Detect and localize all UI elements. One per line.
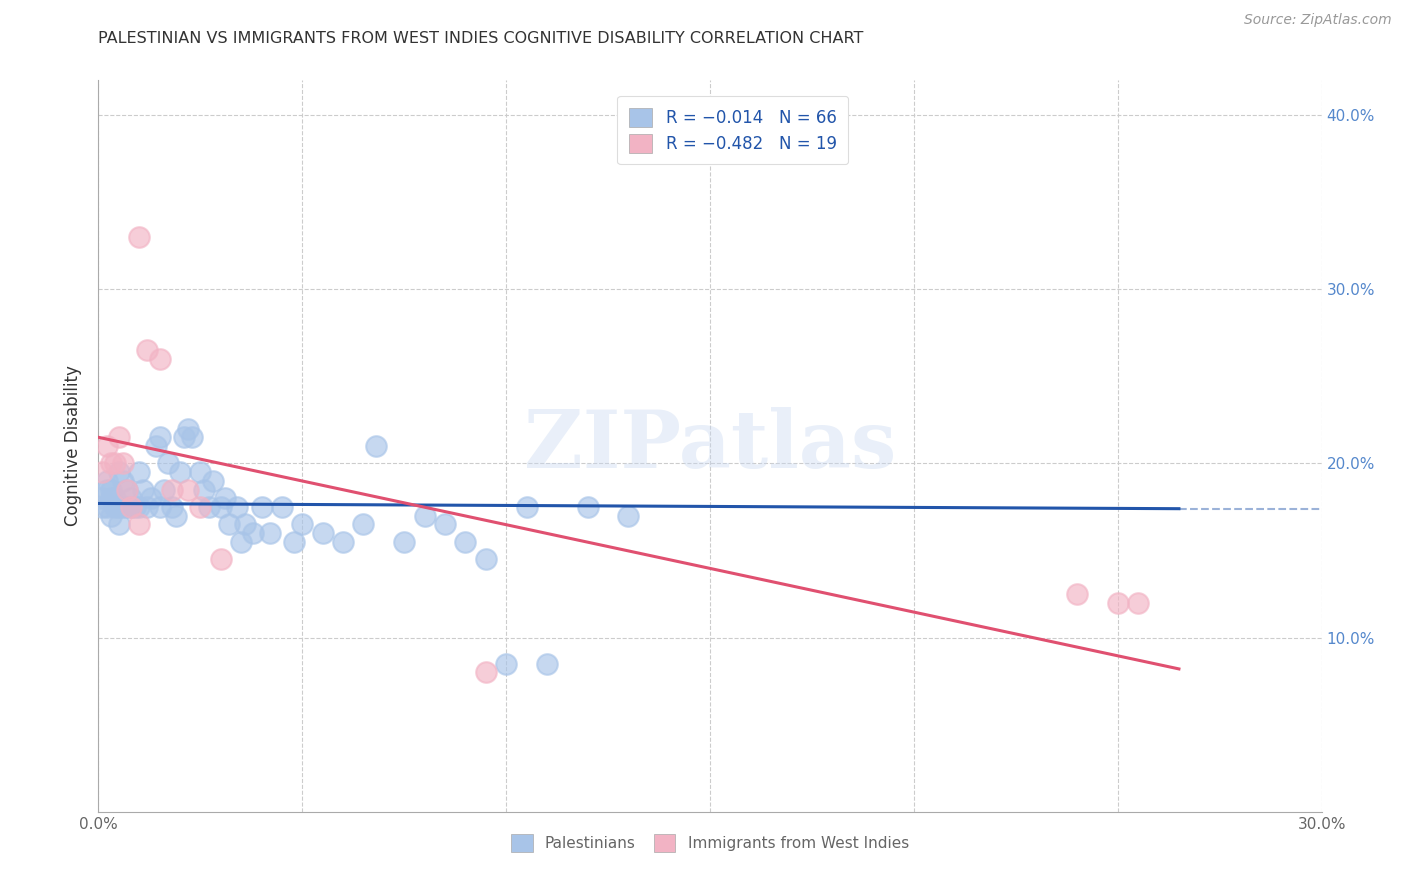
Point [152,483,174,497]
Point [165,508,187,523]
Point [516,500,538,514]
Point [128,230,150,244]
Point [231,534,253,549]
Point [96,483,118,497]
Point [108,465,131,479]
Point [209,500,232,514]
Point [364,439,387,453]
Point [332,534,354,549]
Point [160,500,183,514]
Text: ZIPatlas: ZIPatlas [524,407,896,485]
Point [188,465,212,479]
Point [177,421,200,435]
Point [169,465,191,479]
Point [177,483,200,497]
Point [312,526,335,541]
Point [259,526,281,541]
Point [181,430,204,444]
Point [100,483,122,497]
Point [91,465,114,479]
Point [104,457,127,471]
Point [136,343,159,358]
Point [226,500,249,514]
Point [111,500,134,514]
Point [197,500,219,514]
Point [1128,596,1150,610]
Point [250,500,273,514]
Point [218,517,240,532]
Point [141,491,163,506]
Point [149,500,172,514]
Point [96,474,118,488]
Point [104,491,127,506]
Point [214,491,236,506]
Point [100,491,122,506]
Point [434,517,457,532]
Point [233,517,256,532]
Point [173,430,195,444]
Point [91,500,114,514]
Point [1066,587,1088,601]
Point [111,474,134,488]
Point [536,657,558,671]
Point [149,430,172,444]
Point [291,517,314,532]
Point [111,457,134,471]
Point [242,526,264,541]
Point [120,500,142,514]
Point [149,351,172,366]
Point [104,500,127,514]
Point [100,508,122,523]
Point [209,552,232,566]
Point [145,439,167,453]
Text: Source: ZipAtlas.com: Source: ZipAtlas.com [1244,13,1392,28]
Point [124,500,146,514]
Point [474,552,498,566]
Point [115,483,138,497]
Point [1107,596,1129,610]
Point [96,500,118,514]
Point [193,483,215,497]
Point [495,657,517,671]
Point [108,430,131,444]
Point [108,517,131,532]
Point [120,500,142,514]
Point [474,665,498,680]
Point [128,517,150,532]
Point [128,465,150,479]
Point [392,534,416,549]
Point [96,439,118,453]
Point [188,500,212,514]
Y-axis label: Cognitive Disability: Cognitive Disability [65,366,83,526]
Point [617,508,640,523]
Point [115,500,138,514]
Legend: Palestinians, Immigrants from West Indies: Palestinians, Immigrants from West Indie… [501,823,920,863]
Point [201,474,224,488]
Point [115,483,138,497]
Point [132,483,155,497]
Point [100,457,122,471]
Point [270,500,294,514]
Point [156,457,179,471]
Point [576,500,599,514]
Point [128,500,150,514]
Point [283,534,305,549]
Point [454,534,477,549]
Point [91,491,114,506]
Text: PALESTINIAN VS IMMIGRANTS FROM WEST INDIES COGNITIVE DISABILITY CORRELATION CHAR: PALESTINIAN VS IMMIGRANTS FROM WEST INDI… [98,31,863,46]
Point [108,500,131,514]
Point [136,500,159,514]
Point [160,483,183,497]
Point [120,491,142,506]
Point [352,517,374,532]
Point [413,508,436,523]
